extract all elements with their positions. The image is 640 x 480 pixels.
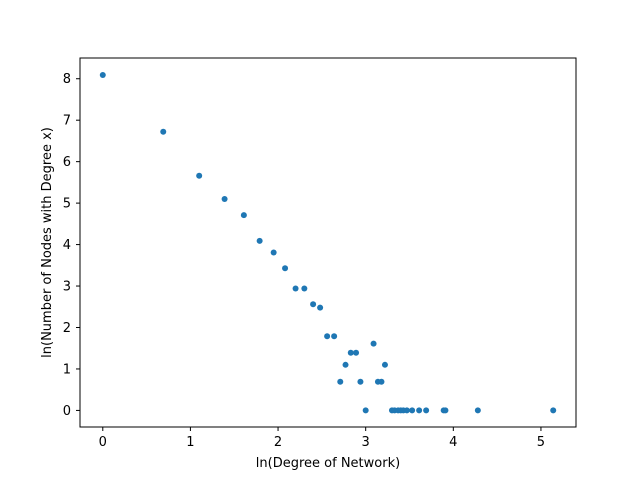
y-tick-label: 3 [63,280,71,295]
data-point [160,128,167,135]
data-point [357,378,364,385]
y-tick-label: 4 [63,238,71,253]
data-point [292,285,299,292]
data-point [240,212,247,219]
data-point [256,237,263,244]
data-points-layer [99,71,557,414]
plot-area-frame [79,57,577,428]
data-point [442,407,449,414]
x-tick-label: 1 [186,435,194,450]
y-axis-label: ln(Number of Nodes with Degree x) [40,127,55,358]
axis-ticks-layer: 0 1 2 3 4 5 0 1 2 3 4 5 6 7 8 [63,72,545,450]
x-tick-label: 0 [99,435,107,450]
data-point [381,361,388,368]
data-point [196,172,203,179]
data-point [342,361,349,368]
y-tick-label: 1 [63,362,71,377]
data-point [347,349,354,356]
data-point [99,71,106,78]
data-point [221,195,228,202]
data-point [370,340,377,347]
y-tick-label: 2 [63,321,71,336]
data-point [270,249,277,256]
y-tick-label: 6 [63,155,71,170]
data-point [317,304,324,311]
data-point [310,301,317,308]
data-point [416,407,423,414]
data-point [474,407,481,414]
data-point [282,265,289,272]
x-tick-label: 4 [449,435,457,450]
data-point [337,378,344,385]
data-point [378,378,385,385]
data-point [331,333,338,340]
data-point [423,407,430,414]
data-point [409,407,416,414]
y-tick-label: 8 [63,72,71,87]
x-tick-label: 2 [274,435,282,450]
data-point [550,407,557,414]
data-point [362,407,369,414]
data-point [301,285,308,292]
x-tick-label: 5 [537,435,545,450]
y-tick-label: 7 [63,114,71,129]
x-tick-label: 3 [362,435,370,450]
y-tick-label: 5 [63,197,71,212]
data-point [353,349,360,356]
x-axis-label: ln(Degree of Network) [256,456,400,471]
y-tick-label: 0 [63,404,71,419]
data-point [403,407,410,414]
data-point [324,333,331,340]
